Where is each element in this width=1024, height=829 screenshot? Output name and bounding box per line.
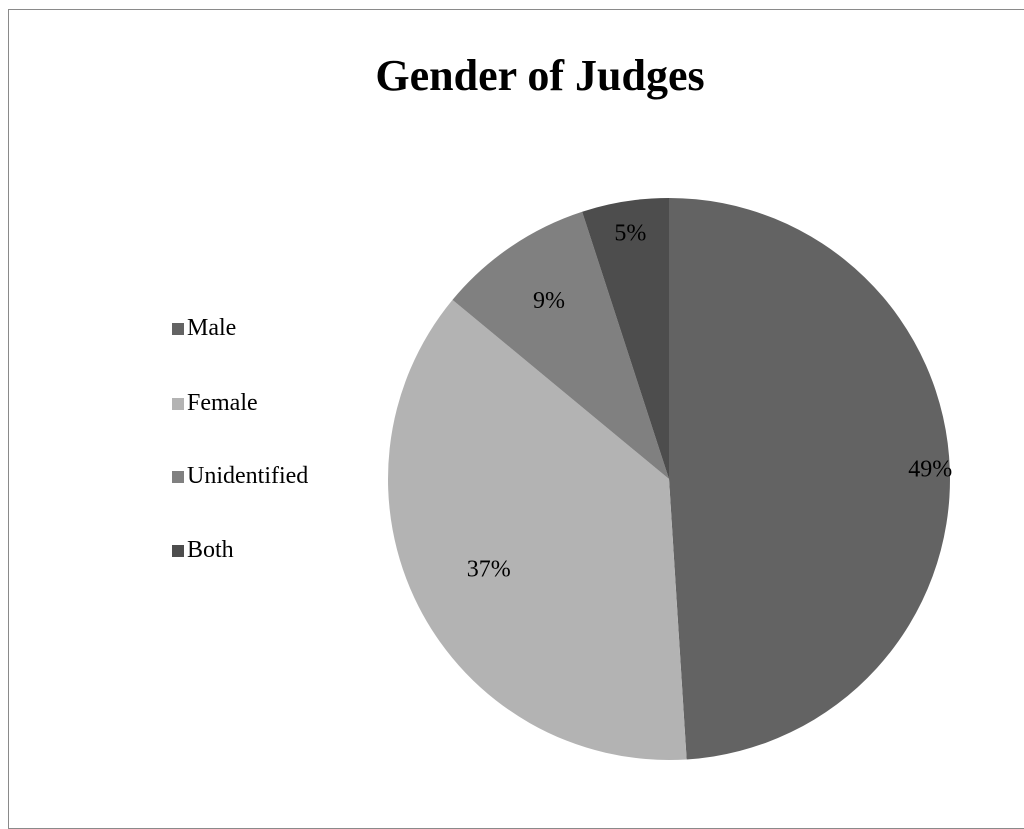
legend-swatch-male [172,322,184,335]
pie-slice-female [388,299,687,760]
data-label-female: 37% [467,556,511,582]
pie-slice-male [669,198,950,760]
chart-title: Gender of Judges [375,51,705,100]
legend-swatch-both [172,544,184,557]
pie-chart: 49% 37% 9% 5% [388,198,952,760]
data-label-unidentified: 9% [533,288,565,314]
data-label-male: 49% [908,456,952,482]
legend-label-both: Both [187,537,234,563]
legend-label-male: Male [187,315,237,341]
data-label-both: 5% [614,220,646,246]
legend-swatch-female [172,397,184,410]
legend-swatch-unidentified [172,470,184,483]
legend-item-unidentified: Unidentified [172,463,308,490]
pie-slice-unidentified [452,211,669,479]
legend-label-unidentified: Unidentified [187,463,309,489]
legend-item-male: Male [172,315,236,342]
pie-slice-both [582,198,669,479]
legend-label-female: Female [187,390,258,416]
legend-item-both: Both [172,537,234,564]
legend-item-female: Female [172,390,258,417]
